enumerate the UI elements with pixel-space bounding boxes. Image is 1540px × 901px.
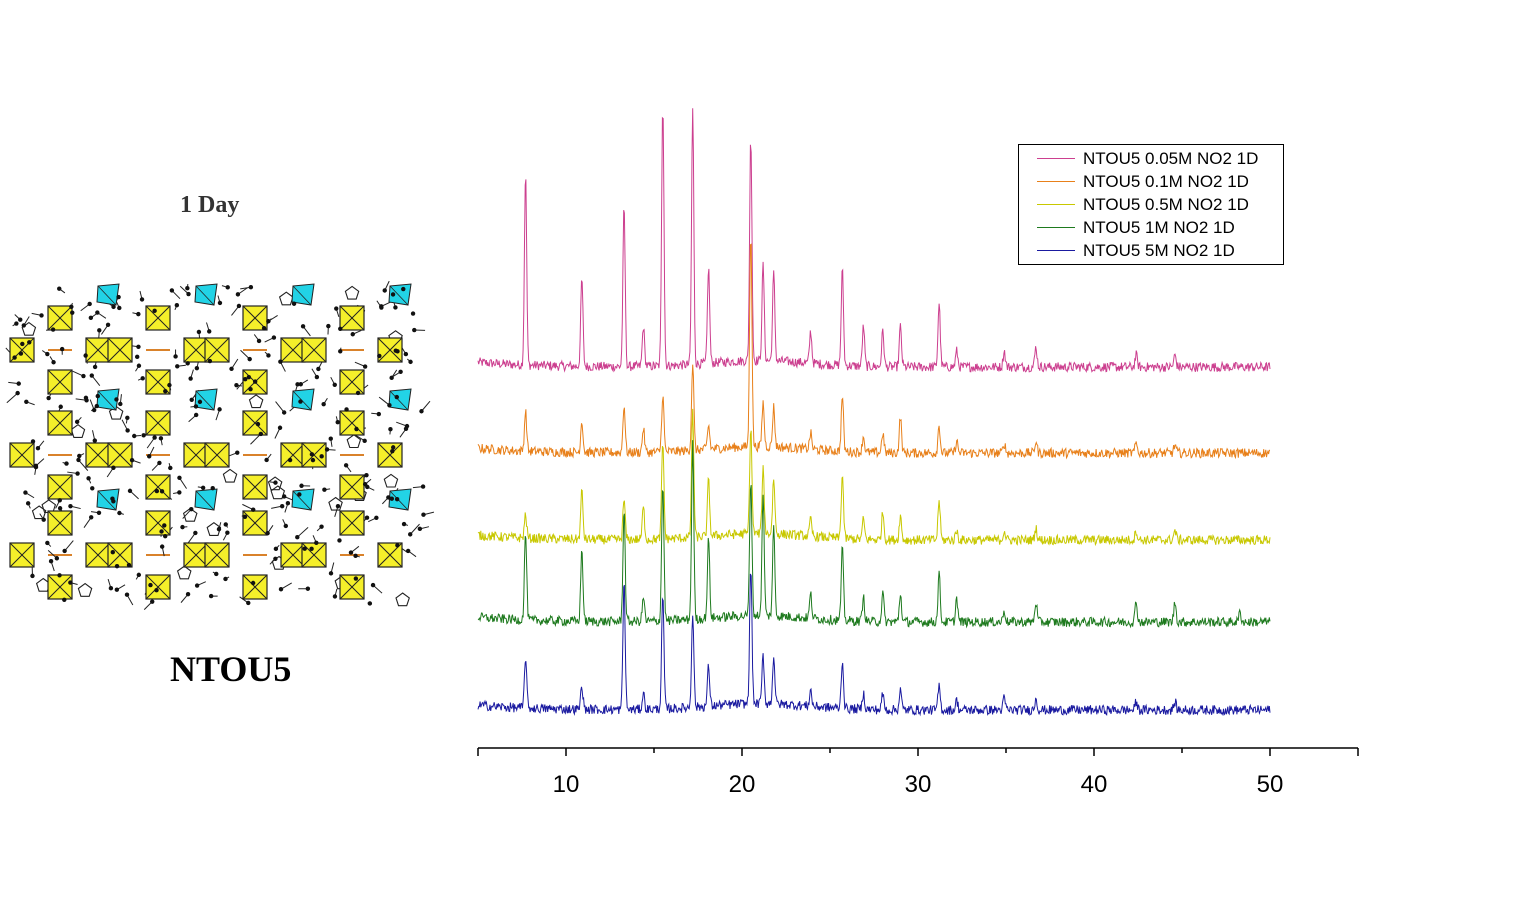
series-line-2	[477, 243, 1271, 460]
legend-swatch	[1037, 250, 1075, 251]
legend-item: NTOU5 0.5M NO2 1D	[1019, 193, 1283, 216]
x-tick-label: 30	[905, 771, 932, 798]
legend-swatch	[1037, 227, 1075, 228]
x-tick-label: 40	[1081, 771, 1108, 798]
x-tick-label: 10	[553, 771, 580, 798]
legend-item: NTOU5 5M NO2 1D	[1019, 239, 1283, 262]
series-line-5	[477, 573, 1271, 717]
atoms	[12, 285, 426, 606]
legend-item: NTOU5 0.05M NO2 1D	[1019, 147, 1283, 170]
legend-swatch	[1037, 158, 1075, 159]
legend-label: NTOU5 0.05M NO2 1D	[1083, 148, 1259, 168]
legend-label: NTOU5 1M NO2 1D	[1083, 217, 1235, 237]
legend-swatch	[1037, 204, 1075, 205]
series-line-1	[477, 108, 1271, 374]
compound-name: NTOU5	[170, 649, 292, 689]
legend-swatch	[1037, 181, 1075, 182]
crystal-structure-image	[5, 280, 435, 610]
series-line-4	[477, 440, 1271, 629]
legend-label: NTOU5 0.1M NO2 1D	[1083, 171, 1249, 191]
legend-item: NTOU5 1M NO2 1D	[1019, 216, 1283, 239]
x-tick-label: 20	[729, 771, 756, 798]
chart-legend: NTOU5 0.05M NO2 1D NTOU5 0.1M NO2 1D NTOU5…	[1018, 144, 1284, 265]
day-label: 1 Day	[180, 192, 240, 218]
legend-label: NTOU5 0.5M NO2 1D	[1083, 194, 1249, 214]
series-line-3	[477, 408, 1271, 547]
polyhedra	[9, 283, 412, 600]
legend-item: NTOU5 0.1M NO2 1D	[1019, 170, 1283, 193]
x-tick-label: 50	[1257, 771, 1284, 798]
legend-label: NTOU5 5M NO2 1D	[1083, 240, 1235, 260]
